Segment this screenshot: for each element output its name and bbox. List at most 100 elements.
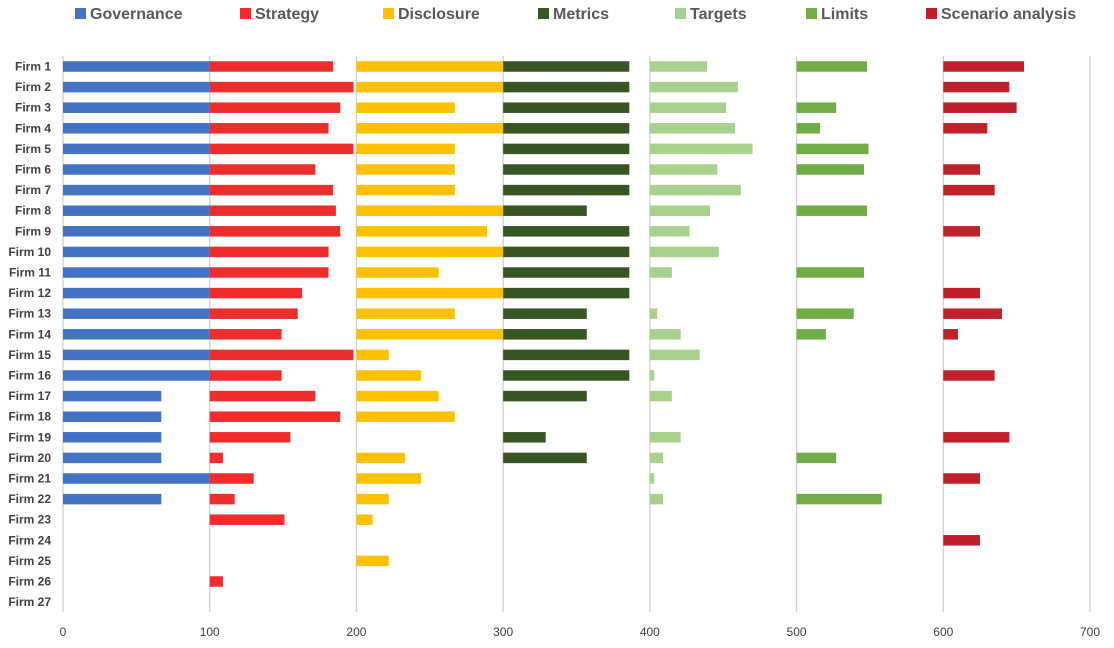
bar-governance	[63, 164, 210, 175]
legend-swatch	[240, 8, 251, 19]
bar-limits	[796, 164, 865, 175]
bar-metrics	[503, 164, 630, 175]
bar-disclosure	[356, 308, 455, 319]
bar-strategy	[209, 184, 333, 196]
bar-metrics	[503, 61, 630, 72]
bar-governance	[63, 308, 210, 319]
bar-metrics	[503, 184, 630, 196]
legend-label: Targets	[690, 6, 747, 23]
bar-governance	[63, 432, 162, 443]
legend-label: Limits	[821, 6, 868, 23]
bar-limits	[796, 143, 869, 155]
bar-strategy	[209, 205, 336, 216]
bar-disclosure	[356, 473, 421, 484]
bar-metrics	[503, 287, 630, 299]
bar-strategy	[209, 370, 282, 381]
category-label: Firm 14	[8, 327, 51, 341]
bar-governance	[63, 493, 162, 505]
bar-metrics	[503, 205, 587, 216]
category-label: Firm 5	[15, 142, 51, 156]
category-label: Firm 24	[8, 533, 51, 547]
bar-governance	[63, 123, 210, 134]
bar-limits	[796, 61, 867, 72]
category-label: Firm 18	[8, 410, 51, 424]
bar-limits	[796, 123, 821, 134]
bar-governance	[63, 390, 162, 402]
bar-limits	[796, 102, 837, 113]
bar-governance	[63, 473, 210, 484]
bar-metrics	[503, 267, 630, 278]
bar-targets	[649, 226, 690, 237]
bar-metrics	[503, 81, 630, 93]
legend-label: Scenario analysis	[941, 6, 1076, 23]
bar-scenario-analysis	[943, 102, 1017, 113]
bar-metrics	[503, 143, 630, 155]
x-tick-labels: 0 100 200 300 400 500 600 700	[60, 625, 1101, 639]
legend-label: Strategy	[255, 6, 319, 23]
legend-swatch	[75, 8, 86, 19]
bar-limits	[796, 267, 865, 278]
bar-limits	[796, 452, 837, 464]
bar-strategy	[209, 164, 316, 175]
bar-scenario-analysis	[943, 164, 980, 175]
bar-targets	[649, 452, 664, 464]
bar-targets	[649, 432, 681, 443]
bar-targets	[649, 123, 735, 134]
x-tick-label: 100	[200, 625, 220, 639]
bar-strategy	[209, 246, 329, 258]
bar-scenario-analysis	[943, 370, 995, 381]
bar-disclosure	[356, 411, 455, 422]
bar-targets	[649, 370, 655, 381]
bar-governance	[63, 205, 210, 216]
bar-governance	[63, 329, 210, 340]
bar-strategy	[209, 452, 223, 464]
category-label: Firm 1	[15, 60, 51, 74]
bar-metrics	[503, 102, 630, 113]
bar-governance	[63, 81, 210, 93]
bar-limits	[796, 329, 826, 340]
category-label: Firm 13	[8, 307, 51, 321]
bar-targets	[649, 102, 727, 113]
bar-disclosure	[356, 184, 455, 196]
bar-governance	[63, 246, 210, 258]
bar-disclosure	[356, 205, 504, 216]
legend-label: Disclosure	[398, 6, 480, 23]
bar-metrics	[503, 432, 546, 443]
bar-governance	[63, 411, 162, 422]
bar-disclosure	[356, 102, 455, 113]
bar-strategy	[209, 81, 354, 93]
bar-scenario-analysis	[943, 123, 988, 134]
bar-disclosure	[356, 226, 488, 237]
bar-targets	[649, 143, 753, 155]
bar-governance	[63, 452, 162, 464]
bar-disclosure	[356, 246, 504, 258]
category-label: Firm 15	[8, 348, 51, 362]
category-label: Firm 8	[15, 204, 51, 218]
bar-metrics	[503, 226, 630, 237]
category-label: Firm 16	[8, 369, 51, 383]
bar-strategy	[209, 226, 341, 237]
bar-scenario-analysis	[943, 226, 980, 237]
category-label: Firm 17	[8, 389, 51, 403]
bar-metrics	[503, 390, 587, 402]
category-label: Firm 20	[8, 451, 51, 465]
bar-strategy	[209, 432, 291, 443]
bar-disclosure	[356, 390, 439, 402]
category-label: Firm 11	[9, 266, 51, 280]
bar-targets	[649, 493, 664, 505]
bar-strategy	[209, 287, 303, 299]
bar-strategy	[209, 349, 354, 361]
bar-disclosure	[356, 514, 373, 525]
legend-swatch	[675, 8, 686, 19]
bar-governance	[63, 267, 210, 278]
bar-governance	[63, 61, 210, 72]
category-label: Firm 10	[8, 245, 51, 259]
category-label: Firm 26	[8, 575, 51, 589]
bar-targets	[649, 205, 711, 216]
bar-disclosure	[356, 370, 421, 381]
bars	[63, 61, 1024, 587]
bar-strategy	[209, 267, 329, 278]
bar-targets	[649, 390, 672, 402]
bar-scenario-analysis	[943, 308, 1002, 319]
